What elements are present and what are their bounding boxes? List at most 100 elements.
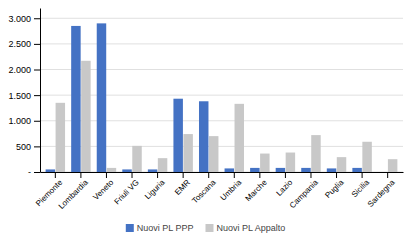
grid-line [40, 172, 403, 173]
bar [148, 169, 157, 172]
x-tick-mark [183, 172, 184, 178]
x-tick-label: Liguria [143, 178, 167, 202]
x-tick: Campania [288, 172, 321, 210]
x-axis-line [41, 172, 404, 173]
bar [327, 168, 336, 172]
grid-line [40, 95, 403, 96]
bar [46, 169, 55, 172]
bar [337, 157, 346, 172]
x-tick-mark [336, 172, 337, 178]
x-tick-mark [157, 172, 158, 178]
y-tick: 2.000 [8, 65, 40, 75]
bar [71, 26, 80, 172]
legend-label: Nuovi PL Appalto [216, 223, 285, 233]
legend: Nuovi PL PPP Nuovi PL Appalto [126, 223, 285, 233]
bar [260, 154, 269, 172]
x-tick-label: Lazio [274, 178, 294, 198]
y-tick-mark [34, 70, 40, 71]
x-tick: Veneto [91, 172, 115, 202]
x-tick: Sicilia [350, 172, 372, 199]
y-tick-mark [34, 44, 40, 45]
grid-line [40, 43, 403, 44]
bar [276, 168, 285, 172]
bar [107, 168, 116, 172]
x-tick-mark [80, 172, 81, 178]
bar [352, 168, 361, 172]
x-tick: Lazio [274, 172, 294, 198]
bar [362, 142, 371, 172]
grid-line [40, 18, 403, 19]
x-tick-mark [362, 172, 363, 178]
x-tick-mark [55, 172, 56, 178]
plot-area [46, 23, 398, 172]
bar [388, 159, 397, 172]
x-tick: Lombardia [57, 172, 90, 211]
bar [250, 168, 259, 172]
x-tick: Liguria [143, 172, 167, 201]
y-tick-label: 1.500 [8, 91, 31, 101]
legend-item: Nuovi PL PPP [126, 223, 194, 233]
y-tick: - [28, 167, 40, 177]
x-tick-label: Sicilia [350, 178, 372, 200]
x-tick: Marche [244, 172, 270, 203]
legend-swatch [126, 224, 134, 232]
y-tick-mark [34, 146, 40, 147]
y-tick-mark [34, 172, 40, 173]
x-tick: Friuli VG [113, 172, 141, 206]
x-axis: PiemonteLombardiaVenetoFriuli VGLiguriaE… [34, 172, 404, 211]
bar [225, 168, 234, 172]
bar [199, 101, 208, 172]
grid-line [40, 146, 403, 147]
bar [173, 99, 182, 172]
bar [132, 146, 141, 172]
x-tick-mark [310, 172, 311, 178]
x-tick-mark [106, 172, 107, 178]
x-tick-mark [132, 172, 133, 178]
bar [311, 135, 320, 172]
x-tick-mark [285, 172, 286, 178]
series [46, 23, 362, 172]
x-tick-mark [208, 172, 209, 178]
x-tick: Puglia [323, 172, 345, 200]
bar [81, 61, 90, 172]
grid-line [40, 120, 403, 121]
y-tick: 1.500 [8, 91, 40, 101]
grid [40, 18, 403, 172]
x-tick-mark [234, 172, 235, 178]
y-tick-mark [34, 18, 40, 19]
x-tick-mark [387, 172, 388, 178]
x-tick-label: Toscana [190, 178, 218, 206]
x-tick-label: Friuli VG [113, 178, 141, 206]
y-tick-label: 2.000 [8, 65, 31, 75]
x-tick-label: Puglia [323, 178, 345, 200]
x-tick-label: Sardegna [366, 178, 397, 209]
x-tick-label: Umbria [219, 178, 244, 203]
x-tick: Umbria [219, 172, 244, 203]
legend-swatch [205, 224, 213, 232]
y-axis: -5001.0001.5002.0002.5003.000 [8, 9, 40, 178]
bar [158, 158, 167, 172]
bar [122, 169, 131, 172]
x-tick-label: EMR [173, 178, 192, 197]
grid-line [40, 69, 403, 70]
y-tick-label: - [28, 167, 31, 177]
bar [286, 153, 295, 172]
x-tick-label: Marche [244, 178, 270, 204]
bar [235, 104, 244, 172]
y-axis-line [40, 9, 41, 173]
bar [97, 23, 106, 172]
x-tick-label: Campania [288, 178, 321, 211]
legend-label: Nuovi PL PPP [137, 223, 194, 233]
x-tick: Sardegna [366, 172, 397, 209]
chart: -5001.0001.5002.0002.5003.000PiemonteLom… [0, 0, 411, 236]
y-tick-label: 500 [16, 142, 31, 152]
bar [378, 172, 387, 173]
x-tick-label: Veneto [91, 178, 115, 202]
x-tick-mark [259, 172, 260, 178]
series [56, 61, 398, 172]
legend-item: Nuovi PL Appalto [205, 223, 285, 233]
bar [209, 136, 218, 172]
x-tick: Toscana [190, 172, 218, 205]
bar [183, 134, 192, 172]
y-tick-label: 2.500 [8, 39, 31, 49]
